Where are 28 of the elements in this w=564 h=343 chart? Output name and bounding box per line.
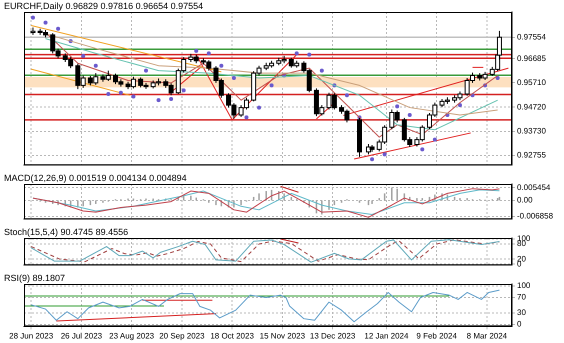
- x-tick-label: 9 Feb 2024: [416, 331, 458, 340]
- y-tick-label: 0: [517, 320, 522, 329]
- x-tick-label: 15 Nov 2023: [260, 331, 306, 340]
- y-tick-label: 0.96685: [517, 54, 546, 63]
- y-tick-label: 0.00: [517, 196, 534, 205]
- y-tick-label: 30: [517, 308, 526, 318]
- x-tick-label: 26 Jul 2023: [60, 331, 103, 340]
- x-tick-label: 23 Aug 2023: [109, 331, 155, 340]
- chart-title: Stoch(15,5,4) 90.4745 89.4556: [4, 227, 128, 237]
- y-tick-label: 0.92755: [517, 150, 546, 160]
- x-tick-label: 20 Sep 2023: [159, 331, 206, 340]
- y-tick-label: -0.006858: [517, 212, 554, 221]
- y-tick-label: 20: [517, 254, 526, 264]
- y-tick-label: 0.005454: [517, 182, 551, 192]
- x-tick-label: 18 Oct 2023: [210, 331, 254, 340]
- x-tick-label: 12 Jan 2024: [364, 331, 409, 340]
- y-tick-label: 70: [517, 292, 526, 302]
- y-tick-label: 0.95710: [517, 78, 546, 87]
- chart-title: MACD(12,26,9) 0.001519 0.004134 0.004894: [4, 173, 187, 183]
- chart-title: EURCHF,Daily 0.96829 0.97816 0.96654 0.97554: [4, 1, 204, 11]
- y-tick-label: 0.97554: [517, 32, 546, 42]
- chart-title: RSI(9) 89.1807: [4, 273, 66, 283]
- x-tick-label: 28 Jun 2023: [9, 331, 54, 340]
- x-tick-label: 8 Mar 2024: [466, 331, 508, 340]
- y-tick-label: 0.94720: [517, 102, 546, 112]
- y-tick-label: 0.93730: [517, 126, 546, 136]
- x-tick-label: 13 Dec 2023: [310, 331, 356, 340]
- y-tick-label: 100: [517, 281, 531, 290]
